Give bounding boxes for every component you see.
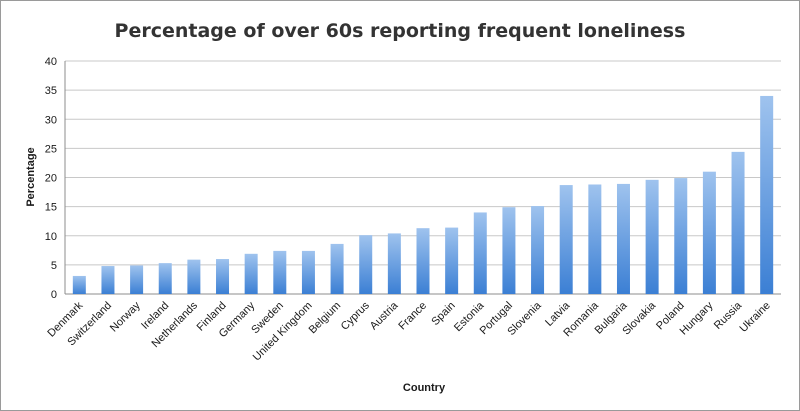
bar-spain xyxy=(445,227,459,294)
y-tick-label: 0 xyxy=(51,289,57,301)
y-tick-label: 20 xyxy=(45,173,57,185)
y-tick-labels: 0 5 10 15 20 25 30 35 40 xyxy=(45,56,57,301)
x-tick-label: Ukraine xyxy=(738,300,773,335)
bar-romania xyxy=(588,184,602,294)
y-axis-title: Percentage xyxy=(25,147,37,206)
y-tick-label: 25 xyxy=(45,143,57,155)
bar-france xyxy=(416,228,430,294)
bar-hungary xyxy=(702,171,716,294)
gridlines xyxy=(65,60,781,266)
y-tick-label: 15 xyxy=(45,202,57,214)
bar-austria xyxy=(387,233,401,294)
y-tick-label: 5 xyxy=(51,260,57,272)
bar-germany xyxy=(244,253,258,294)
bar-poland xyxy=(674,178,688,294)
bar-belgium xyxy=(330,243,344,294)
bar-sweden xyxy=(273,250,287,294)
bar-cyprus xyxy=(359,235,373,294)
bar-ireland xyxy=(158,263,172,294)
bar-united-kingdom xyxy=(301,250,315,294)
bar-finland xyxy=(216,259,230,294)
bar-norway xyxy=(130,265,144,294)
bar-estonia xyxy=(473,212,487,294)
y-tick-label: 35 xyxy=(45,85,57,97)
bar-ukraine xyxy=(760,95,774,294)
x-tick-label: Norway xyxy=(108,299,143,334)
chart-title: Percentage of over 60s reporting frequen… xyxy=(115,20,686,42)
x-tick-label: Belgium xyxy=(307,300,344,337)
bar-slovenia xyxy=(531,206,545,294)
x-tick-label: Austria xyxy=(368,299,401,332)
x-axis-title: Country xyxy=(403,382,446,394)
bar-denmark xyxy=(72,275,86,294)
bar-latvia xyxy=(559,185,573,294)
x-tick-label: France xyxy=(396,300,429,333)
bar-netherlands xyxy=(187,259,201,294)
y-tick-label: 10 xyxy=(45,231,57,243)
bar-russia xyxy=(731,151,745,294)
x-tick-label: Cyprus xyxy=(339,299,372,332)
bar-bulgaria xyxy=(616,183,630,294)
x-tick-labels: DenmarkSwitzerlandNorwayIrelandNetherlan… xyxy=(45,299,772,363)
y-tick-label: 40 xyxy=(45,56,57,68)
bar-switzerland xyxy=(101,266,115,294)
bars xyxy=(72,95,774,294)
bar-portugal xyxy=(502,207,516,294)
y-tick-label: 30 xyxy=(45,114,57,126)
bar-slovakia xyxy=(645,179,659,294)
